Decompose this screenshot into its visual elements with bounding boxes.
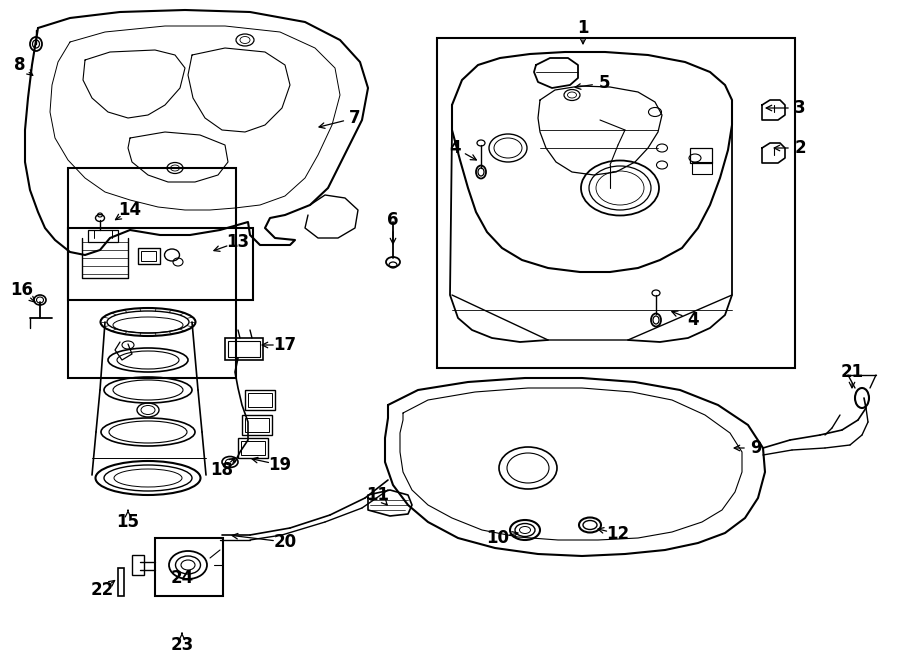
Bar — [141, 251, 156, 261]
Bar — [245, 418, 269, 432]
Text: 21: 21 — [841, 363, 864, 381]
Bar — [238, 438, 268, 458]
Bar — [241, 441, 265, 455]
Bar — [225, 338, 263, 360]
Text: 20: 20 — [274, 533, 297, 551]
Text: 11: 11 — [366, 486, 390, 504]
Text: 16: 16 — [11, 281, 33, 299]
Bar — [68, 168, 236, 378]
Text: 3: 3 — [794, 99, 806, 117]
Bar — [690, 148, 712, 163]
Bar — [68, 228, 253, 300]
Bar — [692, 162, 712, 174]
Text: 22: 22 — [90, 581, 113, 599]
Text: 17: 17 — [274, 336, 297, 354]
Text: 18: 18 — [211, 461, 233, 479]
Bar — [248, 393, 272, 407]
Bar — [88, 230, 118, 242]
Bar — [132, 555, 144, 575]
Text: 19: 19 — [268, 456, 292, 474]
Text: 14: 14 — [119, 201, 141, 219]
Bar — [155, 538, 223, 596]
Bar — [242, 415, 272, 435]
Text: 12: 12 — [607, 525, 630, 543]
Text: 5: 5 — [598, 74, 610, 92]
Text: 24: 24 — [170, 569, 194, 587]
Bar — [138, 248, 160, 264]
Text: 1: 1 — [577, 19, 589, 37]
Text: 4: 4 — [449, 139, 461, 157]
Text: 13: 13 — [227, 233, 249, 251]
Bar — [118, 568, 124, 596]
Text: 4: 4 — [688, 311, 698, 329]
Text: 23: 23 — [170, 636, 194, 654]
Bar — [228, 341, 260, 357]
Text: 8: 8 — [14, 56, 26, 74]
Bar — [245, 390, 275, 410]
Text: 15: 15 — [116, 513, 140, 531]
Text: 9: 9 — [751, 439, 761, 457]
Text: 10: 10 — [487, 529, 509, 547]
Text: 7: 7 — [349, 109, 361, 127]
Text: 2: 2 — [794, 139, 806, 157]
Text: 6: 6 — [387, 211, 399, 229]
Bar — [437, 38, 795, 368]
